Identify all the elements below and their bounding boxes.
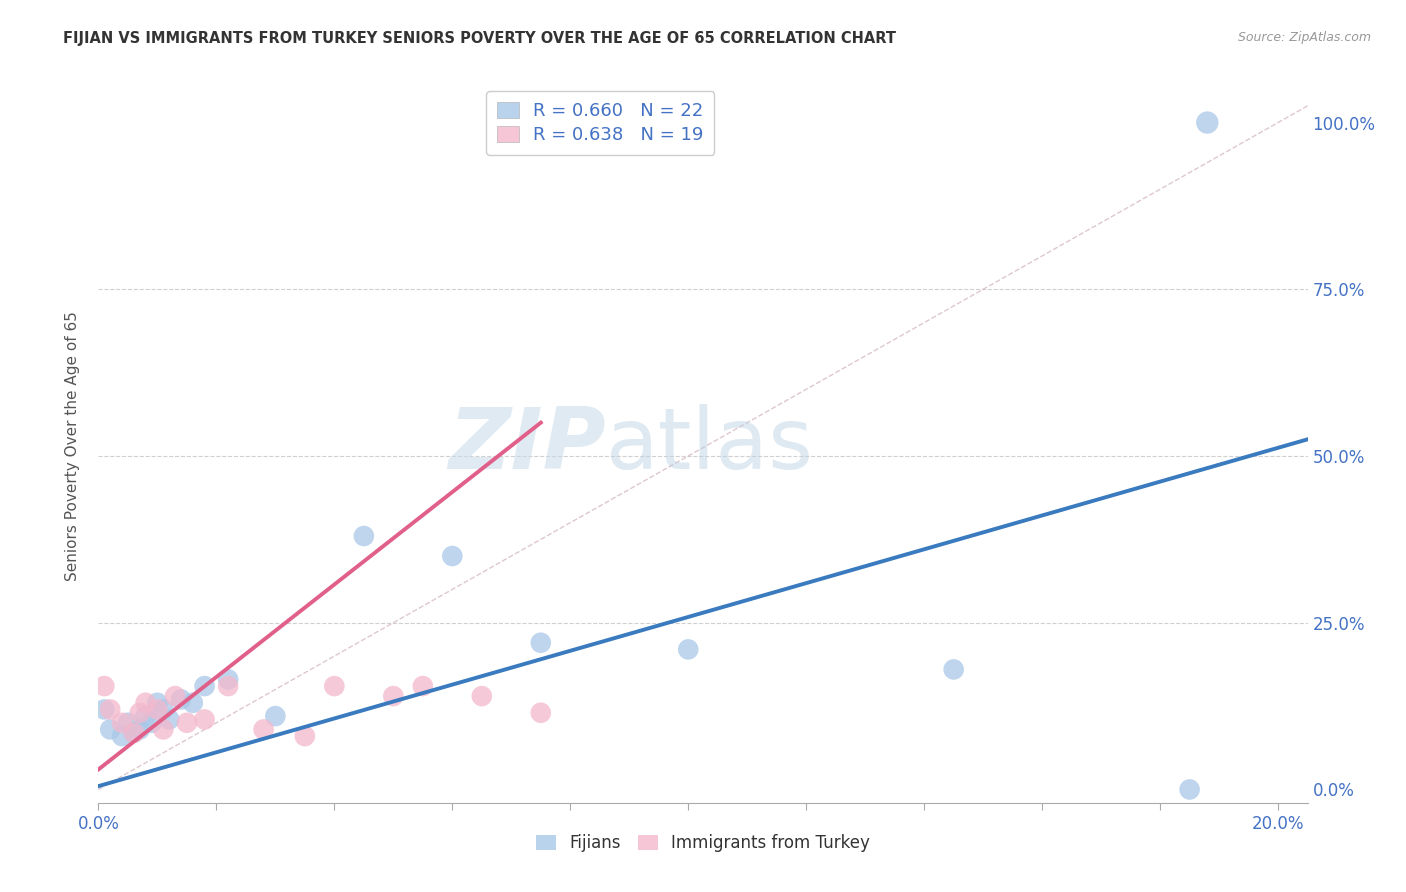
Point: [122, 725, 145, 739]
Point: [194, 713, 217, 727]
Point: [181, 696, 204, 710]
Point: [93, 702, 115, 716]
Point: [111, 715, 134, 730]
Point: [152, 702, 174, 716]
Point: [678, 642, 700, 657]
Point: [157, 713, 180, 727]
Point: [382, 689, 405, 703]
Point: [128, 706, 150, 720]
Point: [152, 723, 174, 737]
Point: [264, 709, 287, 723]
Point: [117, 715, 139, 730]
Point: [323, 679, 346, 693]
Point: [1178, 782, 1201, 797]
Point: [353, 529, 375, 543]
Point: [98, 723, 121, 737]
Point: [194, 679, 217, 693]
Point: [135, 709, 157, 723]
Point: [146, 702, 169, 716]
Point: [471, 689, 494, 703]
Point: [128, 723, 150, 737]
Point: [122, 725, 145, 739]
Point: [93, 679, 115, 693]
Y-axis label: Seniors Poverty Over the Age of 65: Seniors Poverty Over the Age of 65: [65, 311, 80, 581]
Point: [176, 715, 198, 730]
Point: [942, 662, 965, 676]
Point: [530, 636, 553, 650]
Point: [146, 696, 169, 710]
Point: [412, 679, 434, 693]
Point: [165, 689, 187, 703]
Point: [294, 729, 316, 743]
Legend: Fijians, Immigrants from Turkey: Fijians, Immigrants from Turkey: [530, 828, 876, 859]
Point: [530, 706, 553, 720]
Point: [111, 729, 134, 743]
Point: [170, 692, 193, 706]
Point: [217, 679, 239, 693]
Text: atlas: atlas: [606, 404, 814, 488]
Point: [98, 702, 121, 716]
Point: [217, 673, 239, 687]
Point: [141, 715, 163, 730]
Text: Source: ZipAtlas.com: Source: ZipAtlas.com: [1237, 31, 1371, 45]
Point: [252, 723, 274, 737]
Point: [1197, 115, 1219, 129]
Point: [441, 549, 464, 563]
Text: ZIP: ZIP: [449, 404, 606, 488]
Point: [135, 696, 157, 710]
Text: FIJIAN VS IMMIGRANTS FROM TURKEY SENIORS POVERTY OVER THE AGE OF 65 CORRELATION : FIJIAN VS IMMIGRANTS FROM TURKEY SENIORS…: [63, 31, 896, 46]
